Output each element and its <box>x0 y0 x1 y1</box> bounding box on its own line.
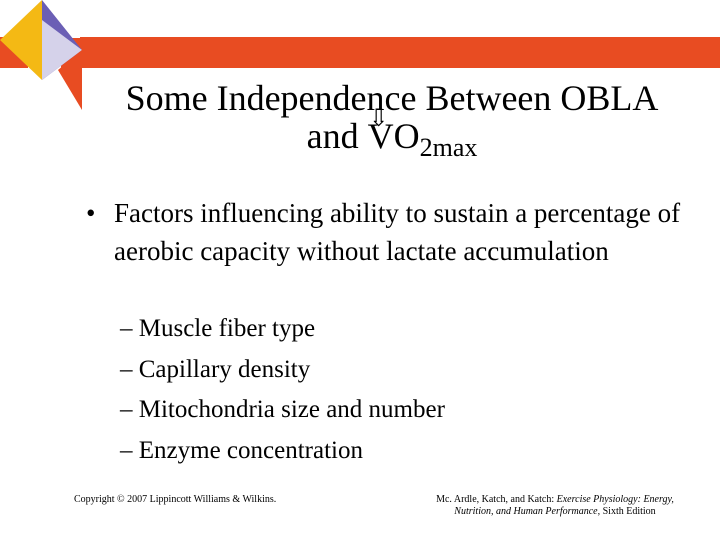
copyright-footer: Copyright © 2007 Lippincott Williams & W… <box>74 494 277 505</box>
bullet-dot-icon: • <box>86 198 96 228</box>
sub-bullet-item: – Capillary density <box>120 355 311 383</box>
bullet-text: Factors influencing ability to sustain a… <box>114 198 681 266</box>
sub-bullet-item: – Muscle fiber type <box>120 315 316 342</box>
emblem-yellow-shape <box>0 0 42 80</box>
top-accent-bar <box>0 37 720 68</box>
citation-authors: Mc. Ardle, Katch, and Katch: <box>436 494 557 505</box>
title-subscript: 2max <box>419 133 478 162</box>
o2-letter: O <box>393 116 420 156</box>
citation-title: Exercise Physiology: Energy, Nutrition, … <box>454 494 674 517</box>
sub-bullet-item: – Mitochondria size and number <box>120 396 445 423</box>
emblem-light-shape <box>42 20 82 80</box>
citation-edition: Sixth Edition <box>600 506 656 517</box>
title-line-1: Some Independence Between OBLA <box>125 78 659 118</box>
title-line-2-prefix: and <box>306 116 368 156</box>
slide-title: Some Independence Between OBLA and ⇩ VO2m… <box>72 78 712 161</box>
bullet-list: • Factors influencing ability to sustain… <box>86 194 686 270</box>
sub-bullet-list: – Muscle fiber type – Capillary density … <box>120 309 445 471</box>
bullet-item: • Factors influencing ability to sustain… <box>86 194 686 270</box>
dot-arrow-icon: ⇩ <box>368 106 389 132</box>
slide-emblem-logo <box>0 0 82 110</box>
emblem-red-shape <box>58 50 82 110</box>
citation-footer: Mc. Ardle, Katch, and Katch: Exercise Ph… <box>425 494 685 518</box>
sub-bullet-item: – Enzyme concentration <box>120 436 363 464</box>
v-dot-symbol: ⇩ V <box>367 107 394 156</box>
title-line-2: and ⇩ VO2max <box>306 107 478 161</box>
v-letter: V <box>367 116 394 156</box>
